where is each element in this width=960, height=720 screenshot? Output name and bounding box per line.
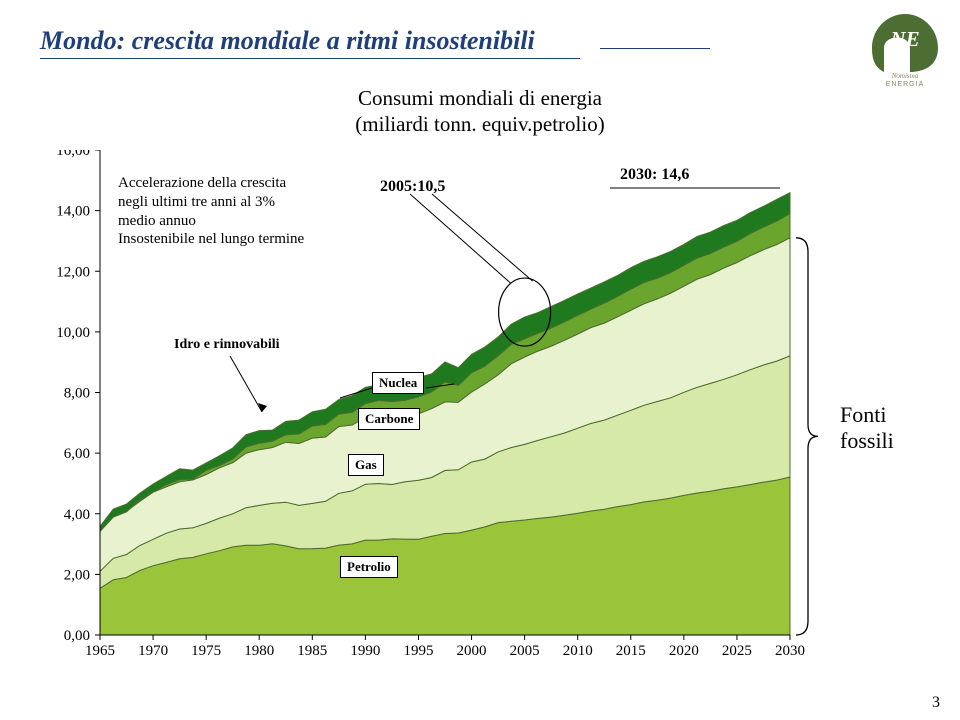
side-label-fossili: Fonti fossili	[840, 402, 894, 454]
chart-subtitle-1: Consumi mondiali di energia	[250, 86, 710, 111]
svg-text:0,00: 0,00	[64, 628, 90, 644]
logo-initials: NE	[889, 27, 919, 51]
annot-line: medio annuo	[118, 212, 304, 231]
label-idro: Idro e rinnovabili	[174, 336, 280, 354]
callout-2030: 2030: 14,6	[620, 166, 689, 184]
annot-line: Insostenibile nel lungo termine	[118, 230, 304, 249]
svg-text:4,00: 4,00	[64, 507, 90, 523]
svg-text:2000: 2000	[457, 643, 487, 659]
svg-text:16,00: 16,00	[56, 150, 90, 159]
label-gas: Gas	[348, 454, 384, 476]
svg-text:12,00: 12,00	[56, 264, 90, 280]
svg-text:2005: 2005	[510, 643, 540, 659]
svg-text:1965: 1965	[85, 643, 115, 659]
chart-container: 0,00 2,00 4,00 6,00 8,00 10,00 12,00 14,00 16,00…	[40, 150, 860, 680]
label-nuclea: Nuclea	[372, 372, 424, 394]
svg-text:2025: 2025	[722, 643, 752, 659]
svg-text:1980: 1980	[244, 643, 274, 659]
svg-text:2030: 2030	[775, 643, 805, 659]
svg-text:1990: 1990	[350, 643, 380, 659]
logo-caption2: ENERGIA	[886, 81, 925, 86]
title-underline	[40, 56, 580, 59]
svg-text:1970: 1970	[138, 643, 168, 659]
chart-subtitle-2: (miliardi tonn. equiv.petrolio)	[250, 112, 710, 137]
logo: NE Nomisma ENERGIA	[868, 12, 942, 86]
annot-line: Accelerazione della crescita	[118, 174, 304, 193]
label-petrolio: Petrolio	[340, 556, 398, 578]
title-dash	[600, 46, 710, 49]
callout-2005: 2005:10,5	[380, 178, 445, 196]
page-number: 3	[932, 694, 940, 712]
svg-text:1995: 1995	[403, 643, 433, 659]
svg-text:8,00: 8,00	[64, 386, 90, 402]
svg-text:10,00: 10,00	[56, 325, 90, 341]
logo-caption1: Nomisma	[891, 72, 919, 80]
growth-annotation: Accelerazione della crescita negli ultim…	[118, 174, 304, 249]
label-carbone: Carbone	[358, 408, 420, 430]
svg-text:1975: 1975	[191, 643, 221, 659]
svg-text:2010: 2010	[563, 643, 593, 659]
svg-text:14,00: 14,00	[56, 204, 90, 220]
page-title: Mondo: crescita mondiale a ritmi insoste…	[40, 26, 535, 56]
svg-text:2,00: 2,00	[64, 567, 90, 583]
svg-text:6,00: 6,00	[64, 446, 90, 462]
svg-text:2020: 2020	[669, 643, 699, 659]
annot-line: negli ultimi tre anni al 3%	[118, 193, 304, 212]
svg-text:1985: 1985	[297, 643, 327, 659]
svg-text:2015: 2015	[616, 643, 646, 659]
